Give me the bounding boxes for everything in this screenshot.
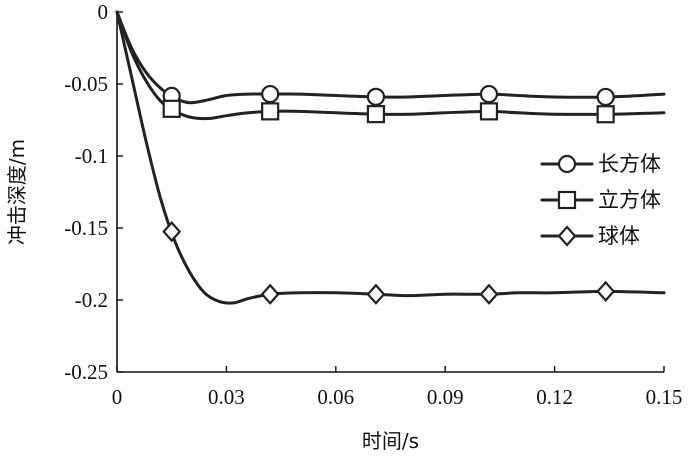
legend-label: 球体 — [598, 224, 640, 248]
data-point-diamond — [596, 280, 616, 303]
legend-item: 立方体 — [540, 188, 661, 212]
data-point-circle — [479, 84, 499, 104]
x-tick-label: 0.15 — [646, 385, 683, 409]
legend-label: 长方体 — [598, 152, 661, 176]
data-point-diamond — [162, 220, 182, 243]
x-tick-label: 0.12 — [536, 385, 573, 409]
data-point-diamond — [366, 283, 386, 305]
series-diamond — [115, 10, 666, 305]
chart-series-layer — [115, 10, 666, 305]
y-tick-label: -0.1 — [75, 144, 108, 168]
chart-axes — [116, 12, 664, 373]
legend-marker-circle — [557, 154, 577, 174]
data-point-circle — [596, 87, 615, 107]
x-tick-label: 0.06 — [317, 385, 354, 409]
data-point-square — [479, 102, 499, 121]
data-point-square — [596, 105, 615, 124]
legend-marker-square — [557, 190, 577, 210]
chart-ticks: 0 0.03 0.06 0.09 0.12 0.15 0 -0.05 -0.1 -0.15 -0.2… — [64, 0, 682, 409]
x-tick-label: 0.09 — [427, 385, 464, 409]
data-point-circle — [366, 87, 386, 106]
series-line — [115, 10, 666, 305]
y-tick-label: -0.05 — [64, 72, 108, 96]
y-tick-label: 0 — [98, 0, 109, 24]
data-point-square — [261, 102, 280, 121]
data-point-diamond — [479, 283, 499, 305]
x-tick-label: 0.03 — [208, 385, 245, 409]
series-square — [115, 10, 666, 124]
y-tick-label: -0.15 — [64, 216, 108, 240]
legend-marker-diamond — [557, 225, 577, 247]
series-circle — [115, 10, 666, 107]
data-point-diamond — [260, 283, 280, 305]
legend-label: 立方体 — [598, 188, 661, 212]
x-tick-label: 0 — [112, 385, 123, 409]
x-axis-title: 时间/s — [362, 429, 419, 453]
series-line — [115, 10, 666, 121]
legend-item: 长方体 — [540, 152, 661, 176]
data-point-circle — [261, 84, 280, 104]
series-line — [115, 10, 666, 105]
data-point-square — [366, 105, 386, 124]
y-tick-label: -0.2 — [75, 288, 108, 312]
data-point-square — [162, 99, 181, 118]
y-tick-label: -0.25 — [64, 360, 108, 384]
legend-item: 球体 — [540, 224, 640, 248]
y-axis-title: 冲击深度/m — [5, 139, 29, 245]
